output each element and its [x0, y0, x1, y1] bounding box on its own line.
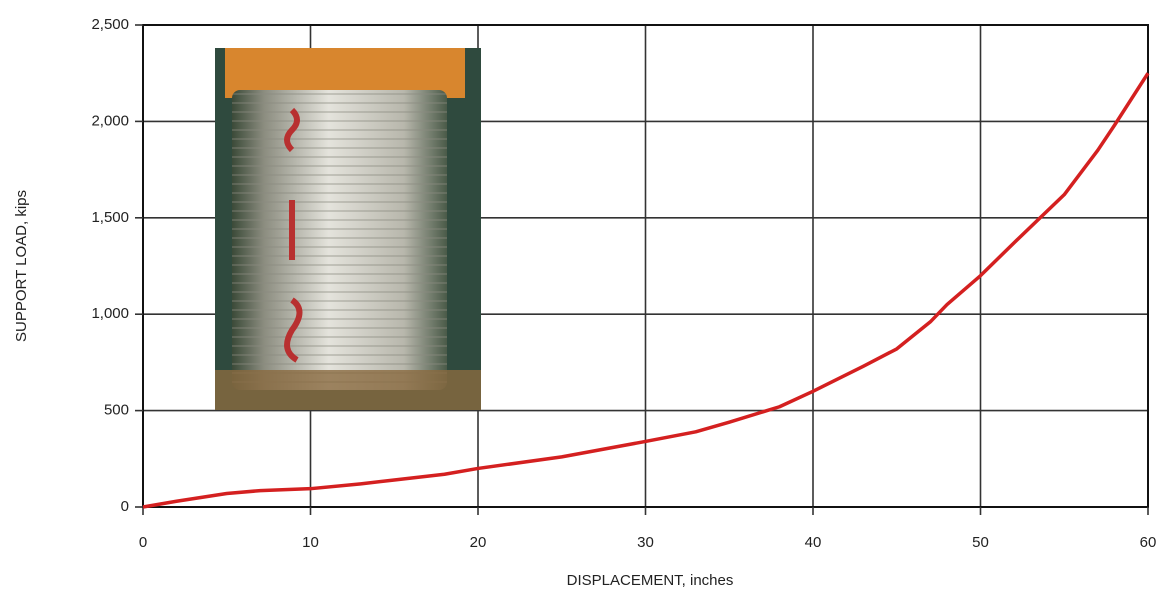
data-line: [142, 72, 1150, 509]
y-tick-label: 1,500: [91, 209, 129, 226]
x-tick-label: 20: [470, 534, 487, 551]
photo-rings: [232, 90, 447, 390]
y-tick-label: 1,000: [91, 305, 129, 322]
photo-paint: [284, 107, 303, 363]
x-tick-label: 10: [302, 534, 319, 551]
x-tick-label: 40: [805, 534, 822, 551]
y-tick-label: 2,000: [91, 112, 129, 129]
photo-inset: [215, 48, 481, 410]
photo-blocks: [225, 48, 465, 98]
y-tick-label: 500: [104, 402, 129, 419]
y-tick-label: 0: [121, 498, 129, 515]
x-axis-label: DISPLACEMENT, inches: [567, 572, 734, 589]
photo-floor: [215, 370, 481, 410]
x-tick-label: 60: [1140, 534, 1157, 551]
x-tick-label: 0: [139, 534, 147, 551]
x-tick-label: 50: [972, 534, 989, 551]
y-tick-label: 2,500: [91, 16, 129, 33]
x-tick-label: 30: [637, 534, 654, 551]
y-axis-label: SUPPORT LOAD, kips: [13, 190, 30, 342]
